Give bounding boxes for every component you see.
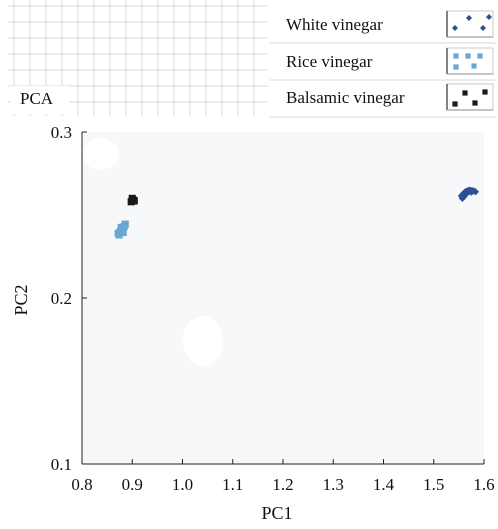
x-axis-title: PC1 [261, 503, 292, 523]
data-point [121, 220, 129, 228]
plot-area [82, 132, 484, 464]
legend-label: Balsamic vinegar [286, 88, 405, 107]
data-point [119, 228, 127, 237]
x-tick-label: 1.3 [323, 475, 344, 494]
x-tick-label: 0.8 [71, 475, 92, 494]
background-grid-decoration [8, 0, 268, 116]
x-tick-label: 1.2 [272, 475, 293, 494]
legend-marker [466, 15, 472, 21]
data-point [117, 223, 125, 232]
corner-label: PCA [20, 89, 54, 108]
data-point [130, 197, 138, 205]
x-tick-label: 1.6 [473, 475, 494, 494]
y-tick-label: 0.2 [51, 289, 72, 308]
legend-marker [462, 90, 468, 96]
legend-swatch [446, 47, 494, 75]
data-point [458, 194, 466, 202]
x-tick-label: 1.1 [222, 475, 243, 494]
legend-marker [482, 89, 488, 95]
legend-marker [477, 53, 483, 59]
data-points [114, 186, 480, 239]
x-axis-ticks: 0.8 0.9 1.0 1.1 1.2 1.3 1.4 1.5 1.6 [71, 459, 495, 494]
data-point [461, 191, 469, 199]
x-tick-label: 1.0 [172, 475, 193, 494]
legend-marker [452, 101, 458, 107]
data-point [471, 188, 480, 196]
y-axis-ticks: 0.1 0.2 0.3 [51, 123, 87, 474]
x-tick-label: 0.9 [122, 475, 143, 494]
y-tick-label: 0.3 [51, 123, 72, 142]
legend-label: White vinegar [286, 15, 383, 34]
legend-marker [471, 63, 477, 69]
legend-swatch [446, 10, 494, 38]
data-point [467, 188, 476, 196]
plot-highlight-spot [183, 316, 223, 366]
y-tick-label: 0.1 [51, 455, 72, 474]
x-tick-label: 1.5 [423, 475, 444, 494]
legend-marker [453, 53, 459, 59]
legend-marker [465, 53, 471, 59]
legend-marker [452, 25, 458, 31]
legend-marker [453, 64, 459, 70]
legend-marker [472, 100, 478, 106]
data-point [115, 231, 123, 239]
plot-highlight-spot [83, 138, 119, 170]
y-axis-title: PC2 [11, 284, 31, 315]
legend: White vinegar Rice vinegar Balsamic vinega… [270, 2, 496, 118]
legend-marker [486, 14, 492, 20]
x-tick-label: 1.4 [373, 475, 395, 494]
corner-label-background [10, 86, 70, 114]
legend-marker [480, 25, 486, 31]
legend-label: Rice vinegar [286, 52, 373, 71]
